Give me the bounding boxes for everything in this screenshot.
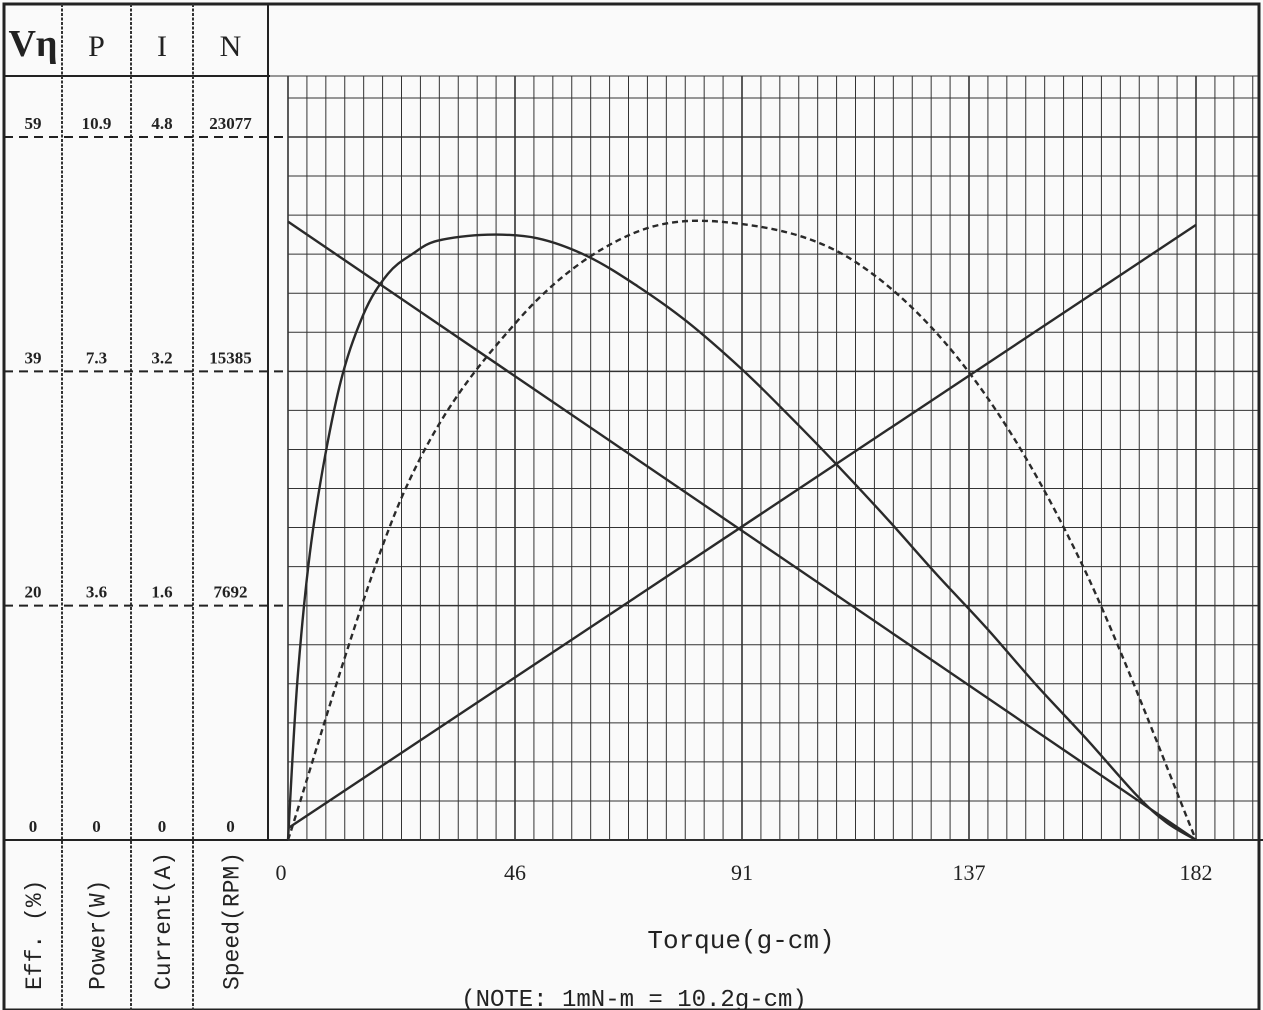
- scale-tick-label: 1.6: [151, 583, 172, 602]
- scale-symbol: P: [88, 30, 105, 63]
- scale-tick-label: 10.9: [82, 114, 112, 133]
- scale-tick-label: 7692: [214, 583, 248, 602]
- conversion-note: (NOTE: 1mN-m = 10.2g-cm): [461, 987, 807, 1010]
- scale-tick-label: 59: [25, 114, 42, 133]
- scale-tick-label: 20: [25, 583, 42, 602]
- scale-name: Eff. (%): [22, 880, 48, 990]
- x-tick-label: 182: [1180, 860, 1213, 885]
- x-tick-label: 0: [276, 860, 287, 885]
- scale-tick-label: 3.2: [151, 348, 172, 367]
- scale-tick-label: 39: [25, 348, 42, 367]
- scale-tick-label: 15385: [209, 348, 252, 367]
- x-tick-label: 46: [504, 860, 526, 885]
- x-axis-label: Torque(g-cm): [647, 926, 834, 956]
- scale-symbol: I: [157, 30, 167, 63]
- scale-name: Current(A): [151, 852, 177, 990]
- x-tick-labels: 0 46 91 137 182: [276, 860, 1213, 885]
- scale-symbol: N: [220, 30, 242, 63]
- power-curve: [286, 219, 1198, 841]
- x-tick-label: 91: [731, 860, 753, 885]
- scale-tick-label: 0: [92, 817, 101, 836]
- scale-name: Speed(RPM): [220, 852, 246, 990]
- speed-curve: [287, 220, 1197, 841]
- scale-tick-label: 3.6: [86, 583, 107, 602]
- scale-tick-label: 0: [226, 817, 235, 836]
- scale-tick-label: 23077: [209, 114, 252, 133]
- series-layer: [286, 219, 1198, 842]
- scale-columns: Vη 0 20 39 59 Eff. (%) P 0 3.6 7.3 10.9 Power(W) I 0 1…: [4, 4, 288, 1010]
- scale-name: Power(W): [86, 880, 112, 990]
- scale-tick-label: 0: [158, 817, 167, 836]
- grid: [270, 75, 1258, 841]
- scale-symbol: Vη: [8, 23, 57, 65]
- scale-tick-label: 0: [29, 817, 38, 836]
- current-curve: [287, 223, 1197, 830]
- x-tick-label: 137: [953, 860, 986, 885]
- efficiency-curve: [286, 233, 1197, 842]
- scale-tick-label: 7.3: [86, 348, 107, 367]
- scale-tick-label: 4.8: [151, 114, 172, 133]
